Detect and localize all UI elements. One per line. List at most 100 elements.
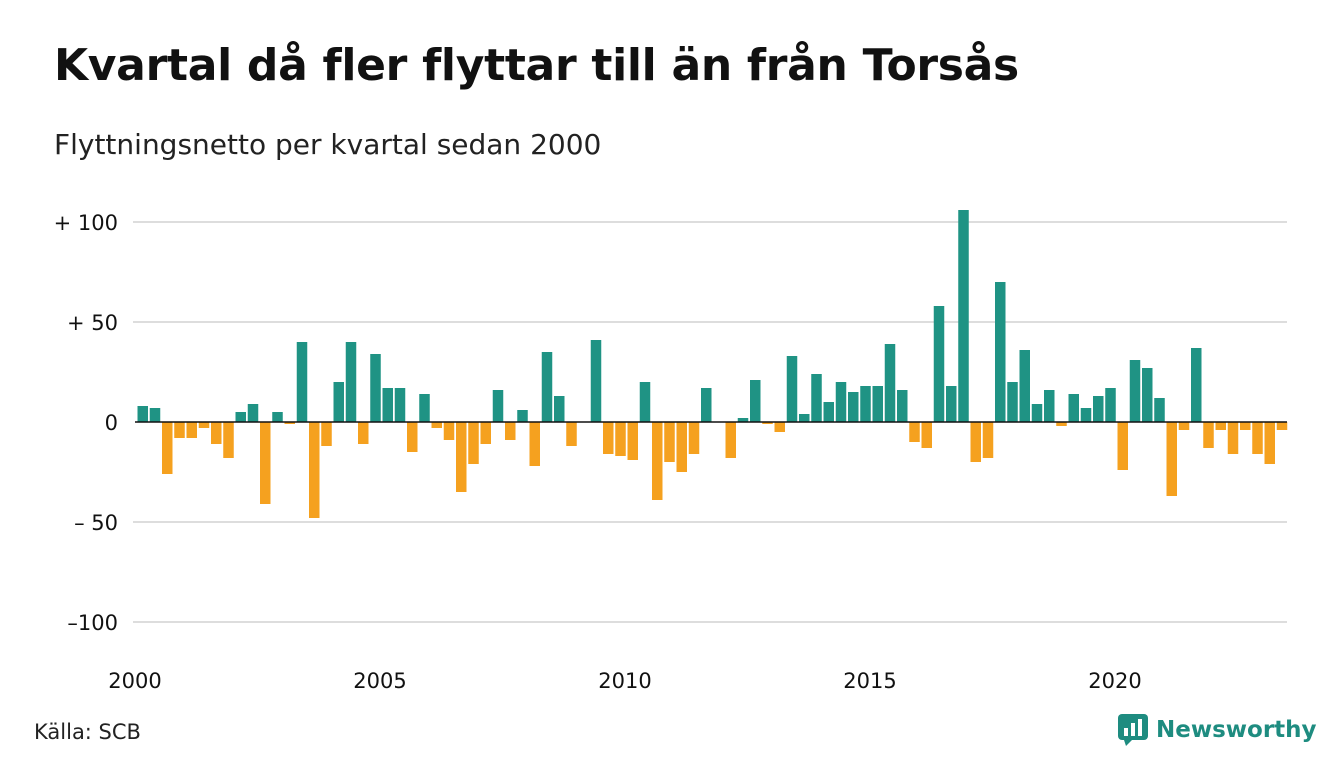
bar (517, 410, 528, 422)
bar (1154, 398, 1165, 422)
bar (431, 422, 442, 428)
bar (1240, 422, 1251, 430)
bar (970, 422, 981, 462)
bar (701, 388, 712, 422)
bar (1056, 422, 1067, 426)
bar (590, 340, 602, 422)
y-axis: + 100 + 50 0 – 50 –100 (54, 211, 118, 635)
bar (884, 344, 896, 422)
brand-name: Newsworthy (1156, 717, 1317, 743)
x-tick-label: 2020 (1088, 669, 1141, 693)
bar (627, 422, 638, 460)
bar (995, 282, 1006, 422)
bar (1264, 422, 1275, 464)
bar (1105, 388, 1116, 422)
bar (272, 412, 283, 422)
bar (137, 406, 148, 422)
bar (958, 210, 969, 422)
x-tick-label: 2005 (353, 669, 406, 693)
bar (174, 422, 185, 438)
bar (1080, 408, 1092, 422)
bar (419, 394, 430, 422)
bar (211, 422, 222, 444)
bar (762, 422, 773, 424)
bar (1044, 390, 1055, 422)
bar (823, 402, 834, 422)
bar (1007, 382, 1018, 422)
grid-lines (133, 221, 1287, 623)
bar (835, 382, 847, 422)
bar (982, 422, 994, 458)
bar (1142, 368, 1153, 422)
bar (492, 390, 504, 422)
x-axis: 2000 2005 2010 2015 2020 (108, 669, 1141, 693)
bar (799, 414, 810, 422)
y-tick-label: –100 (67, 611, 118, 635)
bar (394, 388, 406, 422)
bars (137, 210, 1288, 518)
bar (1191, 348, 1202, 422)
bar (1129, 360, 1141, 422)
bar (247, 404, 259, 422)
source-note: Källa: SCB (34, 720, 141, 744)
bar (1203, 422, 1214, 448)
bar (321, 422, 332, 446)
bar (162, 422, 173, 474)
bar (149, 408, 161, 422)
bar (872, 386, 883, 422)
bar (1215, 422, 1226, 430)
bar (1117, 422, 1128, 470)
bar (345, 342, 357, 422)
bar (676, 422, 687, 472)
x-tick-label: 2015 (843, 669, 896, 693)
bar (811, 374, 822, 422)
bar (1019, 350, 1030, 422)
bar (235, 412, 246, 422)
bar (1093, 396, 1104, 422)
y-tick-label: – 50 (74, 511, 118, 535)
bar (1166, 422, 1177, 496)
bar (529, 422, 540, 466)
bar (309, 422, 320, 518)
bar (615, 422, 626, 456)
bar (946, 386, 957, 422)
bar (933, 306, 945, 422)
bar (468, 422, 479, 464)
bar (786, 356, 798, 422)
bar (480, 422, 491, 444)
bar (1227, 422, 1239, 454)
bar (1178, 422, 1190, 430)
y-tick-label: + 50 (67, 311, 118, 335)
bar (407, 422, 418, 452)
bar (664, 422, 675, 462)
bar (750, 380, 761, 422)
bar (737, 418, 749, 422)
chart-title: Kvartal då fler flyttar till än från Tor… (54, 40, 1019, 91)
newsworthy-logo-icon (1118, 714, 1148, 746)
bar (443, 422, 455, 440)
bar (198, 422, 210, 428)
bar (1031, 404, 1043, 422)
x-tick-label: 2010 (598, 669, 651, 693)
bar (284, 422, 295, 424)
bar (382, 388, 393, 422)
bar (505, 422, 516, 440)
bar (652, 422, 663, 500)
bar (603, 422, 614, 454)
bar (223, 422, 234, 458)
bar (1252, 422, 1263, 454)
chart-subtitle: Flyttningsnetto per kvartal sedan 2000 (54, 128, 602, 161)
bar (1276, 422, 1288, 430)
bar (688, 422, 700, 454)
bar (296, 342, 308, 422)
bar (358, 422, 369, 444)
bar (566, 422, 577, 446)
bar (860, 386, 871, 422)
bar (774, 422, 785, 432)
brand-logo: Newsworthy (1118, 714, 1317, 746)
bar-chart: + 100 + 50 0 – 50 –100 2000 2005 2010 2015 2020 (54, 210, 1288, 693)
y-tick-label: + 100 (54, 211, 118, 235)
bar (897, 390, 908, 422)
bar (456, 422, 467, 492)
bar (370, 354, 381, 422)
